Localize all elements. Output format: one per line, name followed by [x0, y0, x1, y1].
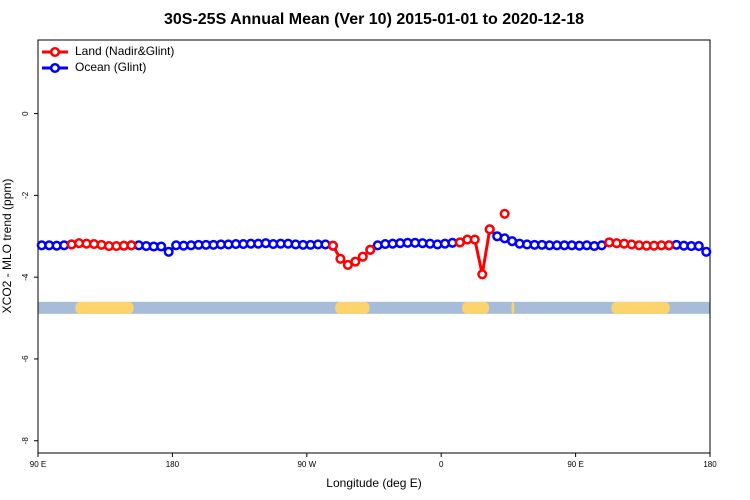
- x-tick-label: 0: [439, 460, 444, 469]
- data-point: [365, 244, 376, 255]
- land-band: [462, 301, 489, 314]
- data-point: [499, 208, 510, 219]
- legend-marker: [49, 62, 61, 74]
- data-point: [663, 240, 674, 251]
- ocean-band: [38, 301, 710, 314]
- legend-marker: [49, 46, 61, 58]
- x-axis-label: Longitude (deg E): [326, 476, 421, 490]
- data-point: [156, 241, 167, 252]
- x-tick-label: 180: [703, 460, 717, 469]
- data-point: [163, 246, 174, 257]
- chart-title: 30S-25S Annual Mean (Ver 10) 2015-01-01 …: [164, 11, 584, 28]
- land-band: [511, 301, 515, 314]
- data-point: [350, 256, 361, 267]
- x-tick-label: 90 E: [30, 460, 46, 469]
- y-tick-label: -4: [21, 273, 30, 281]
- data-point: [327, 240, 338, 251]
- legend-label: Ocean (Glint): [75, 60, 146, 74]
- data-point: [701, 246, 712, 257]
- data-point: [357, 251, 368, 262]
- data-point: [477, 269, 488, 280]
- land-band: [75, 301, 134, 314]
- y-axis-label: XCO2 - MLO trend (ppm): [0, 179, 14, 314]
- y-tick-label: 0: [21, 111, 30, 116]
- data-point: [484, 224, 495, 235]
- land-band: [335, 301, 370, 314]
- data-point: [693, 241, 704, 252]
- x-tick-label: 90 W: [297, 460, 316, 469]
- land-band: [611, 301, 670, 314]
- y-tick-label: -8: [21, 437, 30, 445]
- x-tick-label: 180: [166, 460, 180, 469]
- y-tick-label: -6: [21, 355, 30, 363]
- x-tick-label: 90 E: [567, 460, 583, 469]
- y-tick-label: -2: [21, 191, 30, 199]
- data-point: [335, 253, 346, 264]
- data-point: [126, 240, 137, 251]
- legend-label: Land (Nadir&Glint): [75, 44, 174, 58]
- data-point: [469, 234, 480, 245]
